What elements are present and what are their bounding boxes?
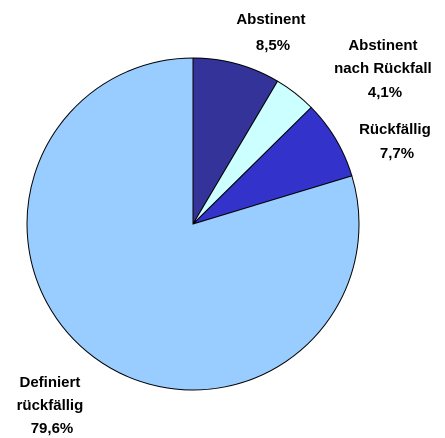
pie-slices xyxy=(26,57,360,391)
pie-slice-4 xyxy=(26,57,360,391)
label-definiert-rueckfaellig-value: 79,6% xyxy=(31,420,74,437)
label-abstinent-value: 8,5% xyxy=(256,37,290,54)
label-definiert-rueckfaellig: Definiert rückfällig 79,6% xyxy=(17,374,88,437)
label-rueckfaellig: Rückfällig 7,7% xyxy=(359,121,435,162)
label-abstinent-nach-rueckfall-line2: nach Rückfall xyxy=(334,60,432,77)
label-rueckfaellig-name: Rückfällig xyxy=(359,121,431,138)
label-abstinent: Abstinent 8,5% xyxy=(236,11,309,54)
label-abstinent-nach-rueckfall-line1: Abstinent xyxy=(348,37,417,54)
pie-slice-1 xyxy=(192,57,279,226)
label-abstinent-nach-rueckfall-value: 4,1% xyxy=(368,84,402,101)
label-abstinent-name: Abstinent xyxy=(236,11,305,28)
label-definiert-rueckfaellig-line1: Definiert xyxy=(19,374,80,391)
label-abstinent-nach-rueckfall: Abstinent nach Rückfall 4,1% xyxy=(334,37,436,101)
label-rueckfaellig-value: 7,7% xyxy=(380,145,414,162)
label-definiert-rueckfaellig-line2: rückfällig xyxy=(17,397,84,414)
